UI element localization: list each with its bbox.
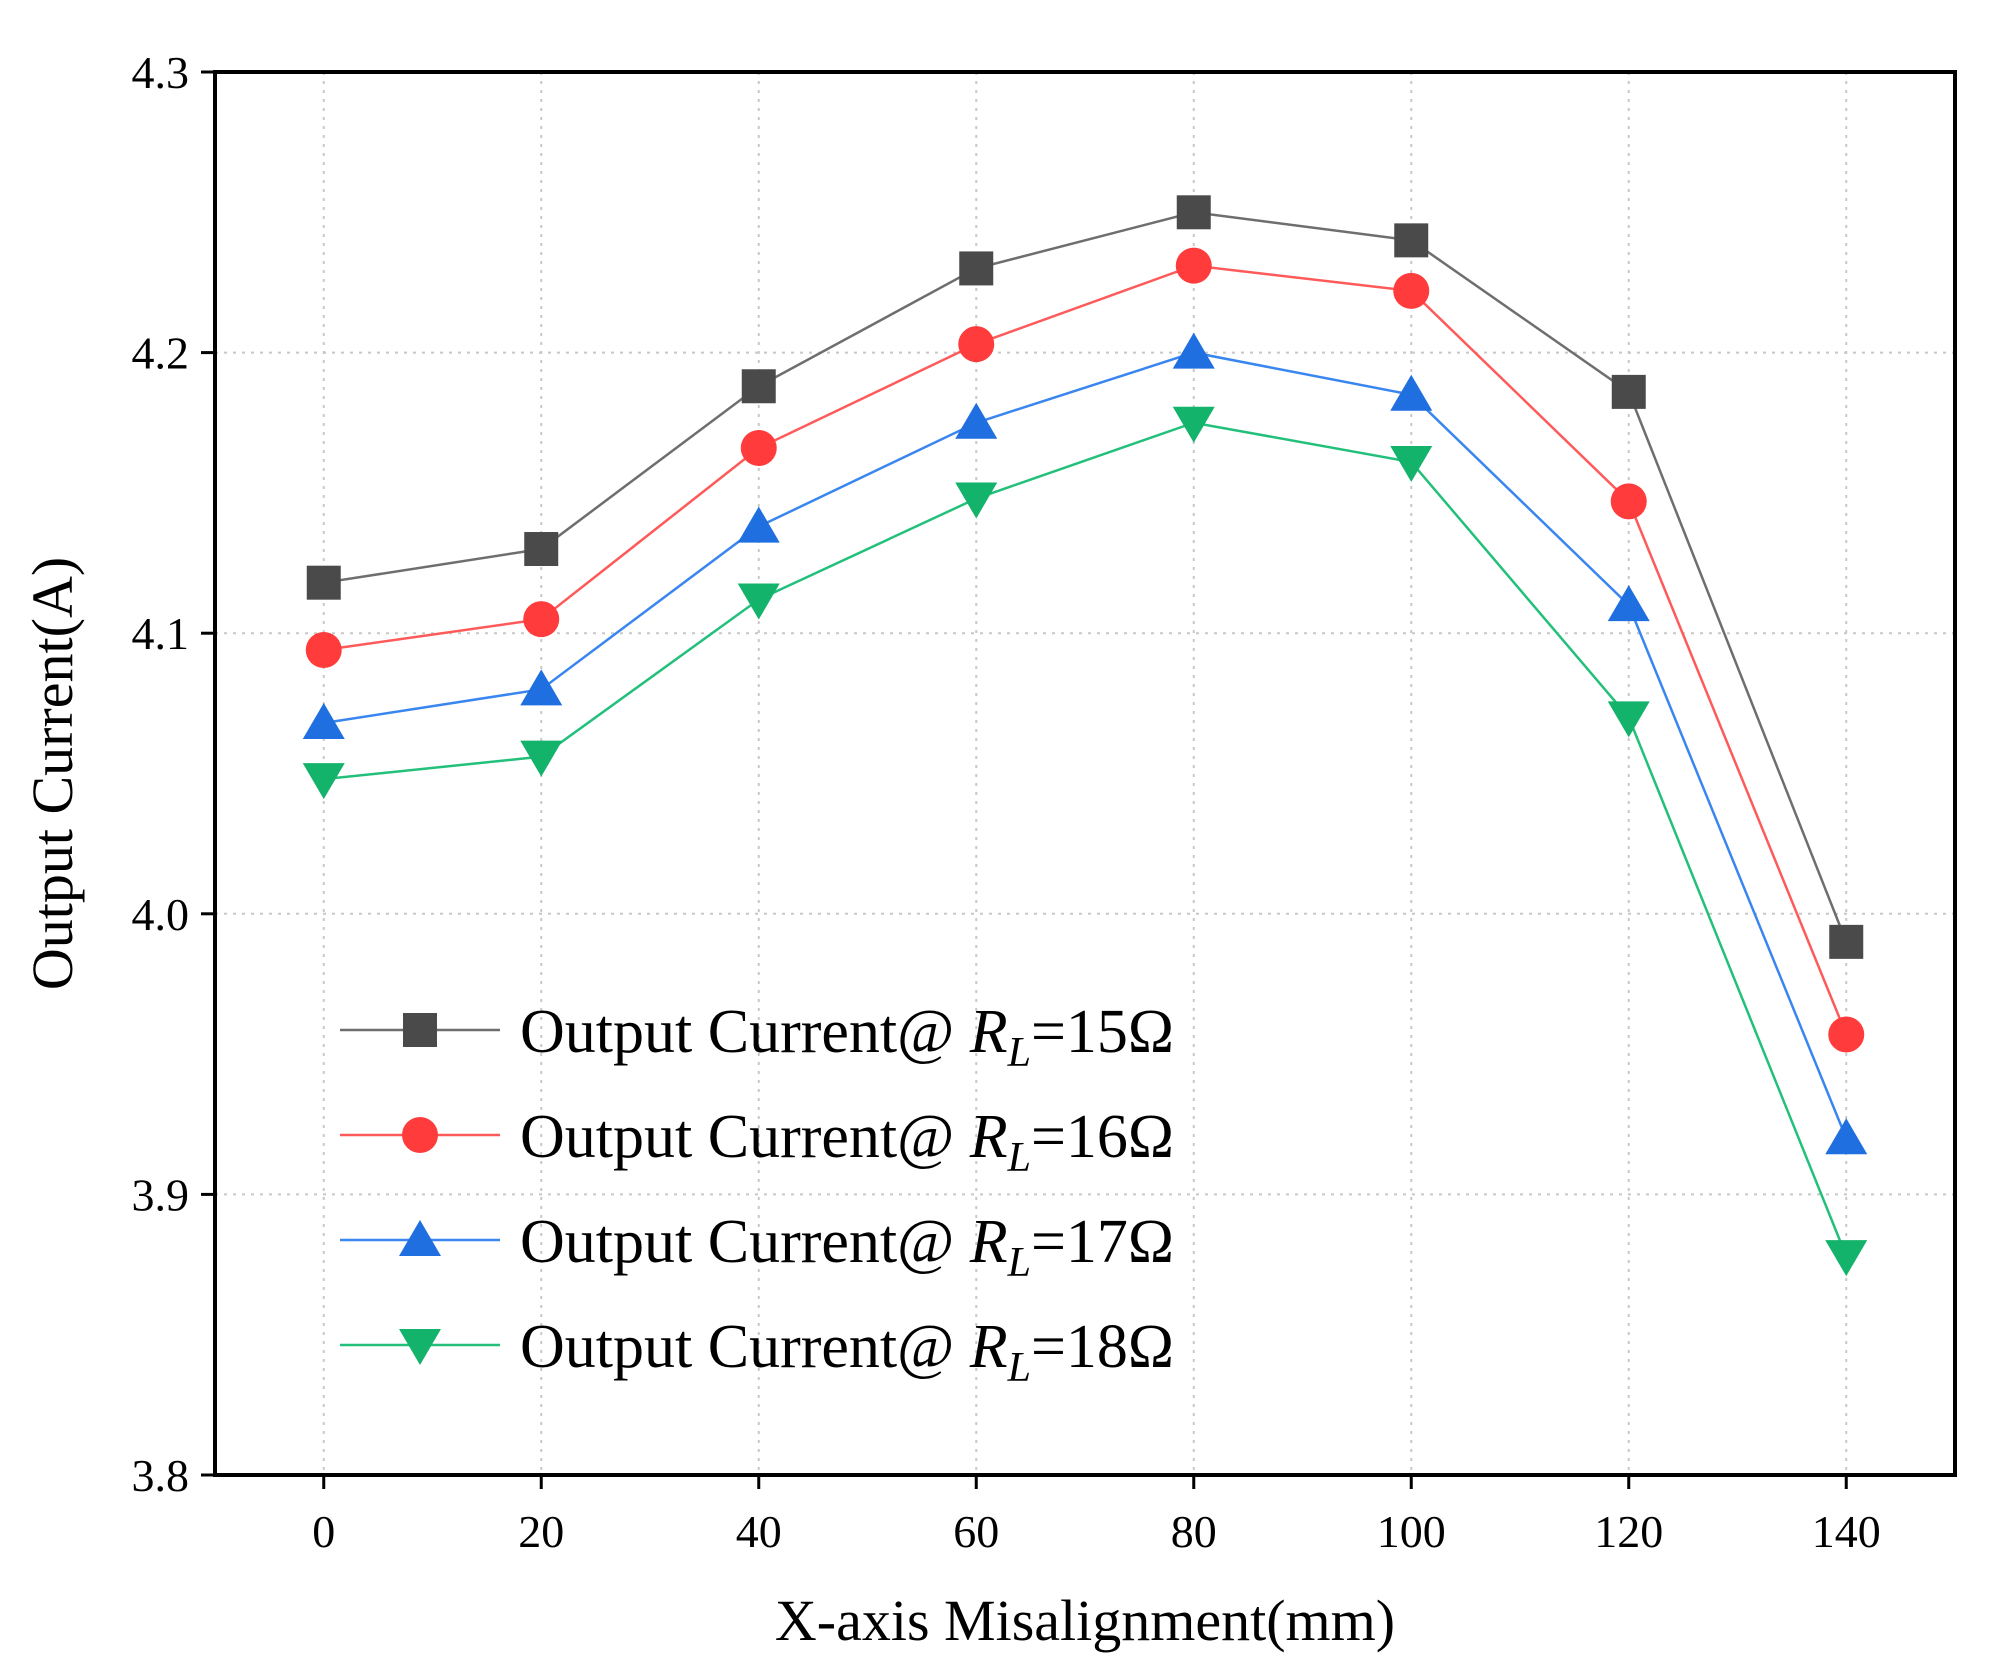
plot-frame	[213, 70, 1957, 1477]
x-tick-label: 80	[1171, 1506, 1217, 1557]
x-tick-label: 60	[953, 1506, 999, 1557]
data-point	[1394, 223, 1429, 258]
data-point	[1825, 1240, 1868, 1277]
data-point	[1828, 1016, 1865, 1053]
data-point	[1176, 195, 1211, 230]
data-point	[524, 532, 559, 567]
data-point	[1829, 924, 1864, 959]
y-tick-label: 3.9	[132, 1169, 190, 1220]
legend-label: Output Current@ RL=17Ω	[520, 1208, 1174, 1286]
data-point	[741, 369, 776, 404]
data-point	[302, 702, 345, 739]
plot-series	[302, 195, 1868, 1277]
data-point	[1393, 272, 1430, 309]
data-point	[955, 482, 998, 519]
legend-item: Output Current@ RL=15Ω	[340, 998, 1174, 1076]
legend-marker	[402, 1117, 438, 1153]
data-point	[1390, 446, 1433, 483]
data-point	[1611, 374, 1646, 409]
x-tick-label: 120	[1594, 1506, 1663, 1557]
legend-label: Output Current@ RL=16Ω	[520, 1103, 1174, 1181]
data-point	[302, 763, 345, 800]
data-point	[1610, 483, 1647, 520]
y-tick-label: 4.2	[132, 328, 190, 379]
x-tick-label: 40	[736, 1506, 782, 1557]
series-line	[323, 264, 1848, 1035]
data-point	[523, 601, 560, 638]
tick-labels: 0 20 40 60 80 100 120 140 3.8 3.9 4.0 4.1 4.2 4.3	[132, 47, 1881, 1557]
data-point	[520, 669, 563, 706]
y-tick-label: 4.3	[132, 47, 190, 98]
data-point	[740, 430, 777, 467]
legend-marker	[399, 1329, 441, 1365]
data-point	[1607, 701, 1650, 738]
axis-ticks	[201, 70, 1848, 1489]
data-point	[1607, 585, 1650, 622]
legend-marker	[403, 1013, 437, 1047]
legend: Output Current@ RL=15Ω Output Current@ RL…	[340, 998, 1174, 1391]
grid-lines	[215, 72, 1955, 1475]
series-line	[323, 421, 1848, 1257]
legend-item: Output Current@ RL=18Ω	[340, 1313, 1174, 1391]
data-point	[1175, 247, 1212, 284]
y-tick-label: 4.1	[132, 608, 190, 659]
data-point	[1825, 1118, 1868, 1155]
data-point	[959, 251, 994, 286]
series-2	[305, 247, 1865, 1053]
x-tick-label: 0	[312, 1506, 335, 1557]
x-tick-label: 140	[1812, 1506, 1881, 1557]
x-tick-label: 20	[518, 1506, 564, 1557]
y-tick-label: 4.0	[132, 889, 190, 940]
data-point	[737, 583, 780, 620]
data-point	[955, 402, 998, 439]
series-1	[306, 195, 1864, 959]
series-4	[302, 406, 1868, 1277]
series-3	[302, 332, 1868, 1155]
legend-marker	[399, 1220, 441, 1256]
data-point	[1172, 332, 1215, 369]
data-point	[958, 326, 995, 363]
data-point	[306, 565, 341, 600]
data-point	[1390, 374, 1433, 411]
x-axis-title: X-axis Misalignment(mm)	[775, 1588, 1395, 1653]
data-point	[305, 632, 342, 669]
legend-item: Output Current@ RL=17Ω	[340, 1208, 1174, 1286]
y-tick-label: 3.8	[132, 1450, 190, 1501]
data-point	[737, 506, 780, 543]
series-line	[323, 351, 1848, 1139]
series-line	[323, 211, 1848, 943]
legend-label: Output Current@ RL=15Ω	[520, 998, 1174, 1076]
legend-label: Output Current@ RL=18Ω	[520, 1313, 1174, 1391]
data-point	[1172, 406, 1215, 443]
data-point	[520, 740, 563, 777]
legend-item: Output Current@ RL=16Ω	[340, 1103, 1174, 1181]
y-axis-title: Output Current(A)	[20, 557, 85, 990]
x-tick-label: 100	[1377, 1506, 1446, 1557]
